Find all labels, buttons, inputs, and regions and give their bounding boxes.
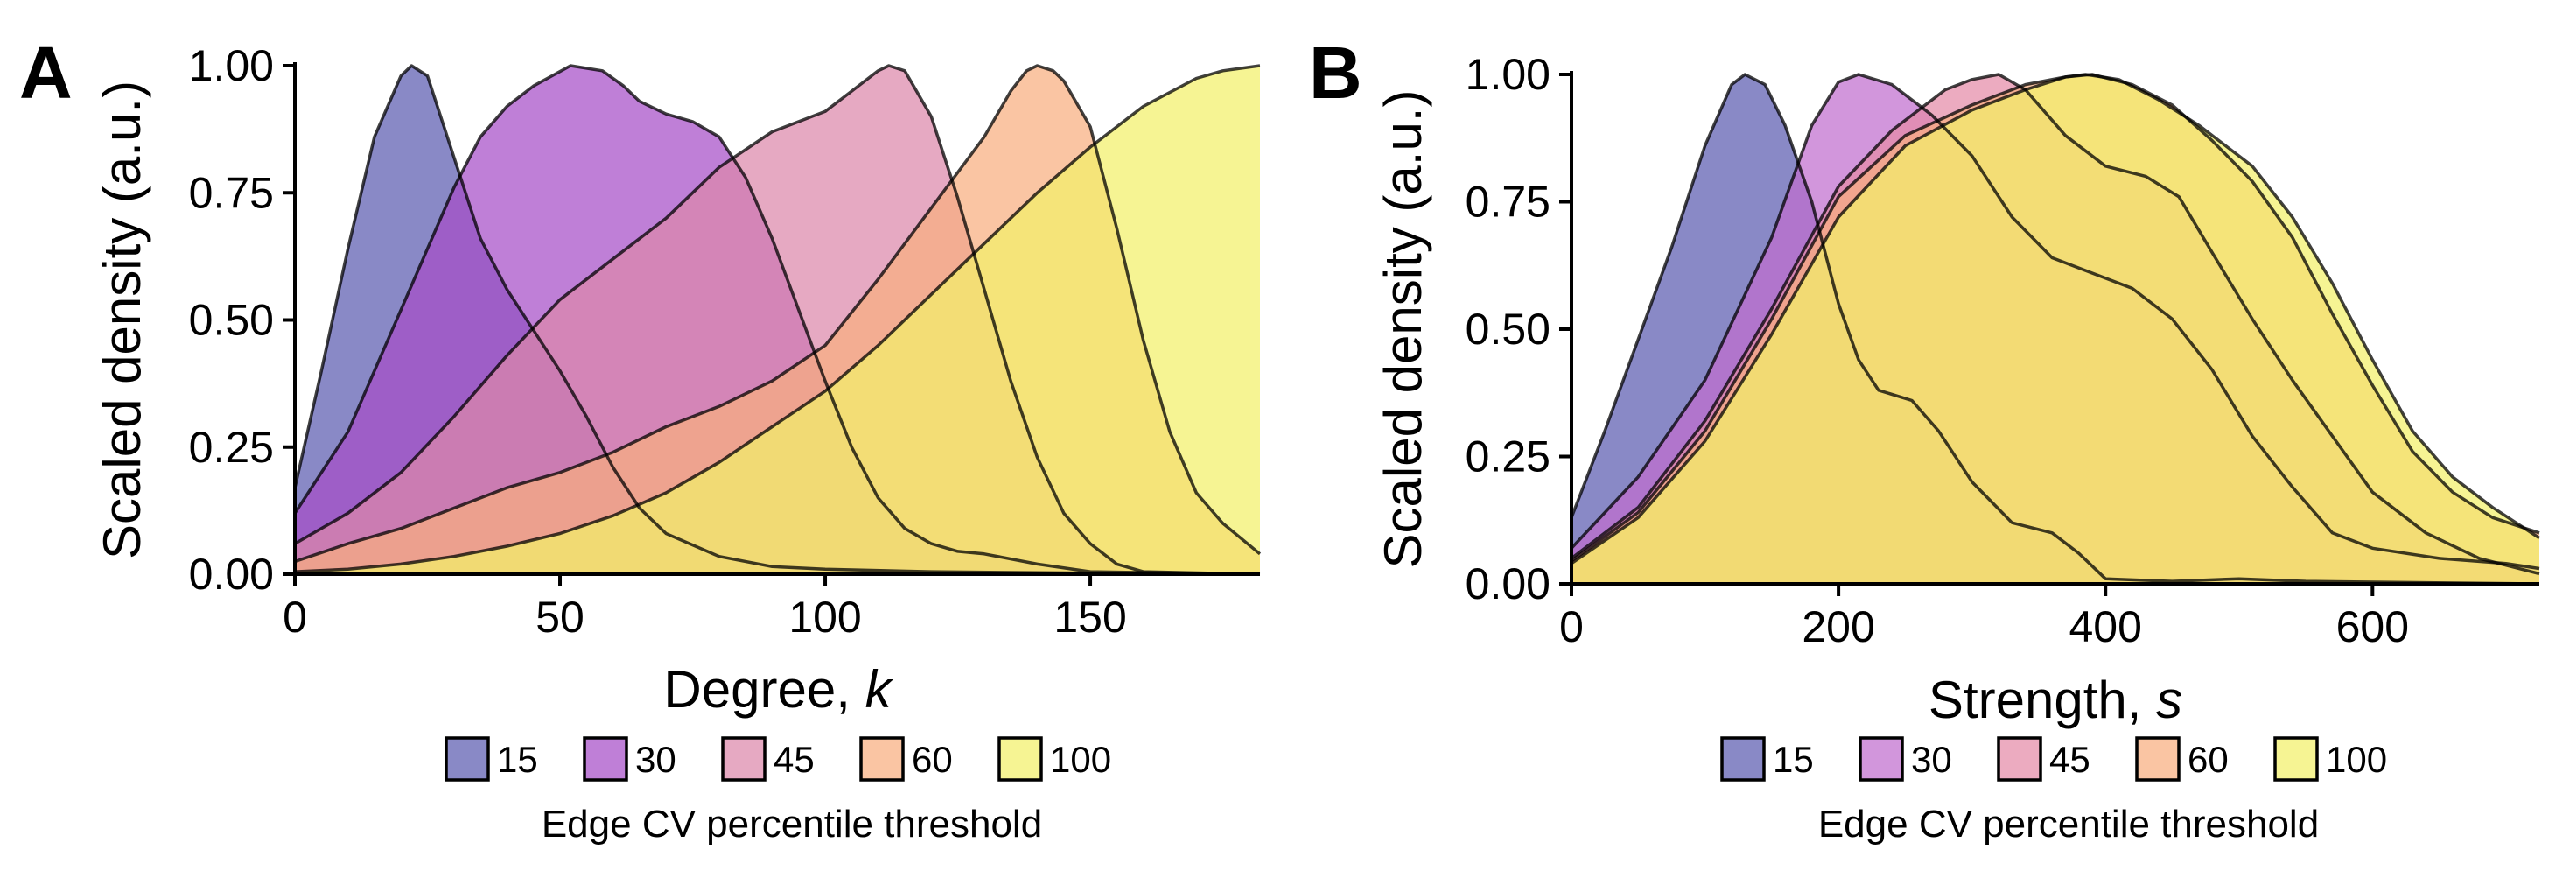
y-tick-label: 0.50 [1466, 305, 1550, 354]
legend-swatch [444, 736, 490, 782]
legend-swatch [2135, 736, 2180, 782]
panel-b: B 0.00 0.25 0.50 0.75 1.00 0 200 400 600 Scaled d… [1309, 32, 2540, 846]
legend-label: 45 [774, 739, 815, 780]
legend-label: 60 [2188, 739, 2229, 780]
legend-swatch [1997, 736, 2042, 782]
outline-b-30 [1570, 73, 2540, 571]
x-tick-label: 0 [283, 593, 307, 642]
legend-swatch [721, 736, 766, 782]
legend-title: Edge CV percentile threshold [1818, 803, 2319, 846]
x-tick-label: 150 [1054, 593, 1126, 642]
legend-label: 100 [2326, 739, 2387, 780]
plot-area-b: 0.00 0.25 0.50 0.75 1.00 0 200 400 600 Scaled den… [1374, 50, 2540, 846]
outline-a-45 [294, 64, 1261, 576]
x-tick-label: 600 [2336, 602, 2409, 651]
x-axis-title: Degree, k [663, 660, 893, 719]
legend-title: Edge CV percentile threshold [542, 803, 1042, 846]
legend-swatch [859, 736, 905, 782]
x-axis-title: Strength, s [1928, 671, 2182, 729]
y-tick-label: 1.00 [189, 41, 274, 90]
x-axis-title-text: Degree, [663, 660, 864, 719]
x-tick-label: 400 [2068, 602, 2141, 651]
y-tick-label: 0.75 [189, 168, 274, 217]
x-axis-title-variable: s [2156, 671, 2182, 729]
y-axis-title: Scaled density (a.u.) [1374, 90, 1432, 569]
legend-label: 15 [497, 739, 538, 780]
legend-label: 60 [912, 739, 953, 780]
outline-b-45 [1570, 73, 2540, 576]
outline-b-15 [1570, 73, 2540, 586]
legend-label: 30 [635, 739, 676, 780]
y-tick-label: 1.00 [1466, 50, 1550, 99]
panel-letter-a: A [19, 32, 73, 114]
y-axis-title: Scaled density (a.u.) [93, 81, 151, 559]
x-axis-title-variable: k [865, 660, 894, 719]
outline-a-100 [294, 64, 1261, 573]
x-tick-label: 50 [536, 593, 584, 642]
outline-a-60 [294, 64, 1262, 564]
legend-swatch [1858, 736, 1904, 782]
legend-swatch [583, 736, 628, 782]
outline-a-30 [293, 64, 1261, 576]
panel-a: A 0.00 0.25 0.50 0.75 1.00 0 50 100 150 Scaled de… [19, 32, 1262, 846]
y-tick-label: 0.50 [189, 296, 274, 345]
area-a-100 [295, 66, 1260, 574]
legend-label: 15 [1773, 739, 1814, 780]
x-tick-label: 0 [1559, 602, 1584, 651]
legend-swatch [2273, 736, 2319, 782]
legend-label: 30 [1911, 739, 1952, 780]
y-tick-label: 0.00 [1466, 559, 1550, 608]
y-tick-label: 0.25 [1466, 432, 1550, 481]
x-tick-label: 200 [1802, 602, 1874, 651]
y-tick-label: 0.75 [1466, 178, 1550, 227]
plot-area-a: 0.00 0.25 0.50 0.75 1.00 0 50 100 150 Scaled dens… [93, 41, 1262, 846]
area-b-100 [1572, 74, 2539, 584]
x-axis-title-text: Strength, [1928, 671, 2156, 729]
panel-letter-b: B [1309, 32, 1362, 114]
outline-a-15 [293, 64, 1261, 576]
y-tick-label: 0.00 [189, 550, 274, 599]
legend-label: 45 [2049, 739, 2090, 780]
outline-b-100 [1571, 73, 2540, 565]
legend-swatch [1720, 736, 1766, 782]
legend-label: 100 [1050, 739, 1111, 780]
legend-swatch [998, 736, 1043, 782]
y-tick-label: 0.25 [189, 423, 274, 472]
x-tick-label: 100 [788, 593, 861, 642]
